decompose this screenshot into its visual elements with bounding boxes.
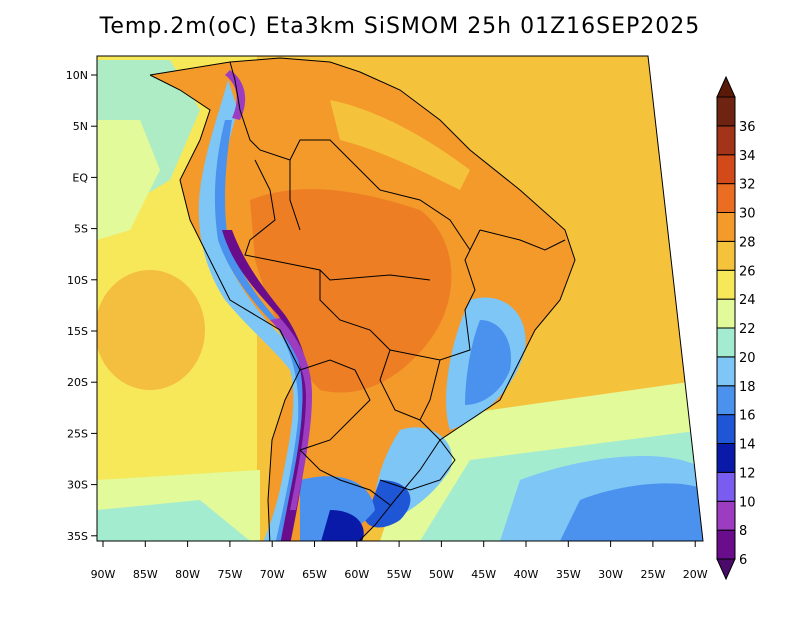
colorbar-label: 26 bbox=[739, 264, 756, 279]
colorbar-bin bbox=[716, 443, 736, 473]
latitude-axis: 10N 5N EQ 5S 10S 15S 20S 25S 30S 35S bbox=[66, 69, 97, 543]
lat-tick-label: 10S bbox=[67, 274, 88, 287]
colorbar-label: 24 bbox=[739, 293, 756, 308]
lat-tick-label: 20S bbox=[67, 376, 88, 389]
lon-tick-label: 80W bbox=[175, 568, 200, 581]
colorbar-bin bbox=[716, 356, 736, 387]
colorbar-bin bbox=[716, 240, 736, 271]
colorbar-label: 36 bbox=[739, 120, 756, 135]
lon-tick-label: 70W bbox=[260, 568, 285, 581]
map-border bbox=[96, 55, 704, 542]
map-domain bbox=[97, 56, 703, 541]
lat-tick-label: 30S bbox=[67, 479, 88, 492]
colorbar-label: 20 bbox=[739, 351, 756, 366]
colorbar-bin bbox=[716, 183, 736, 213]
lon-tick-label: 55W bbox=[387, 568, 412, 581]
lon-tick-label: 45W bbox=[471, 568, 496, 581]
andes-mountains-region bbox=[198, 80, 307, 541]
lon-tick-label: 65W bbox=[302, 568, 327, 581]
lat-tick-label: 15S bbox=[67, 325, 88, 338]
lon-tick-label: 75W bbox=[217, 568, 242, 581]
colorbar-bin bbox=[716, 529, 736, 560]
colorbar-bin bbox=[716, 385, 736, 416]
colorbar-bottom-arrow bbox=[716, 558, 736, 581]
colorbar: 36 34 32 30 28 26 24 22 20 18 16 14 12 10 8 6 bbox=[716, 75, 756, 581]
lon-tick-label: 90W bbox=[91, 568, 116, 581]
lat-tick-label: 10N bbox=[66, 69, 88, 82]
lon-tick-label: 30W bbox=[598, 568, 623, 581]
lat-tick-label: 25S bbox=[67, 427, 88, 440]
colorbar-bin bbox=[716, 96, 736, 127]
colorbar-bin bbox=[716, 298, 736, 329]
lon-tick-label: 50W bbox=[429, 568, 454, 581]
lat-tick-label: 5S bbox=[74, 223, 88, 236]
page-title: Temp.2m(oC) Eta3km SiSMOM 25h 01Z16SEP20… bbox=[99, 14, 701, 39]
colorbar-label: 8 bbox=[739, 524, 747, 539]
colorbar-bin bbox=[716, 154, 736, 185]
colorbar-label: 12 bbox=[739, 466, 756, 481]
lon-tick-label: 25W bbox=[640, 568, 665, 581]
colorbar-label: 18 bbox=[739, 380, 756, 395]
colorbar-label: 22 bbox=[739, 322, 756, 337]
colorbar-bin bbox=[716, 500, 736, 531]
lon-tick-label: 40W bbox=[514, 568, 539, 581]
colorbar-top-arrow bbox=[716, 75, 736, 98]
colorbar-label: 34 bbox=[739, 149, 756, 164]
colorbar-label: 14 bbox=[739, 438, 756, 453]
lat-tick-label: 35S bbox=[67, 530, 88, 543]
colorbar-bin bbox=[716, 212, 736, 242]
colorbar-label: 32 bbox=[739, 178, 756, 193]
longitude-axis: 90W 85W 80W 75W 70W 65W 60W 55W 50W 45W 40W 35W 30W 2… bbox=[91, 541, 708, 581]
colorbar-bin bbox=[716, 125, 736, 156]
colorbar-bin bbox=[716, 471, 736, 502]
colorbar-label: 30 bbox=[739, 207, 756, 222]
colorbar-label: 16 bbox=[739, 409, 756, 424]
lon-tick-label: 85W bbox=[133, 568, 158, 581]
lat-tick-label: EQ bbox=[72, 171, 88, 184]
lon-tick-label: 20W bbox=[683, 568, 708, 581]
colorbar-bin bbox=[716, 327, 736, 358]
colorbar-bin bbox=[716, 414, 736, 444]
colorbar-label: 6 bbox=[739, 553, 747, 568]
country-borders bbox=[149, 57, 576, 541]
colorbar-label: 10 bbox=[739, 495, 756, 510]
colorbar-label: 28 bbox=[739, 235, 756, 250]
lon-tick-label: 60W bbox=[344, 568, 369, 581]
colorbar-bin bbox=[716, 269, 736, 300]
lon-tick-label: 35W bbox=[556, 568, 581, 581]
lat-tick-label: 5N bbox=[73, 120, 88, 133]
